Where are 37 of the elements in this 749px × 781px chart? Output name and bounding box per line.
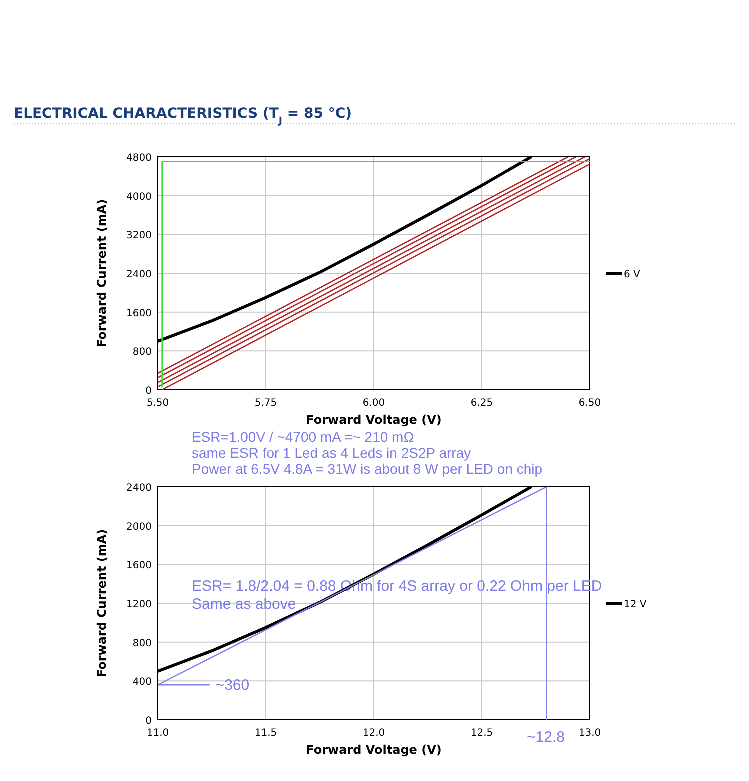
text: ~12.8 <box>527 729 565 746</box>
y-tick-label: 4000 <box>126 192 152 203</box>
text: same ESR for 1 Led as 4 Leds in 2S2P array <box>192 445 472 461</box>
text: ESR=1.00V / ~4700 mA =~ 210 mΩ <box>192 429 414 445</box>
y-tick-label: 1200 <box>126 600 152 610</box>
x-tick-label: 5.75 <box>254 398 278 409</box>
x-tick-label: 11.0 <box>146 728 170 739</box>
x-tick-label: 12.0 <box>362 728 386 739</box>
y-tick-label: 0 <box>146 386 152 397</box>
y-tick-label: 4800 <box>126 153 152 164</box>
y-tick-label: 400 <box>132 677 152 688</box>
x-axis-title: Forward Voltage (V) <box>306 743 442 757</box>
x-tick-label: 6.00 <box>362 398 386 409</box>
legend-label: 12 V <box>624 600 647 610</box>
y-axis-title: Forward Current (mA) <box>95 199 109 348</box>
y-tick-label: 3200 <box>126 230 152 242</box>
x-tick-label: 11.5 <box>254 728 278 739</box>
y-tick-label: 800 <box>132 347 152 358</box>
y-tick-label: 2400 <box>126 483 152 494</box>
chart-title: ELECTRICAL CHARACTERISTICS (T$_{J}$ = 85 °C) <box>14 106 352 126</box>
legend-label: 6 V <box>624 270 641 280</box>
y-axis-title: Forward Current (mA) <box>95 529 109 678</box>
x-tick-label: 6.25 <box>470 398 494 409</box>
y-tick-label: 0 <box>146 716 152 727</box>
y-tick-label: 1600 <box>126 560 152 572</box>
annotation: Same as above <box>192 596 296 613</box>
y-tick-label: 1600 <box>126 308 152 320</box>
x-tick-label: 13.0 <box>578 728 602 739</box>
x-tick-label: 5.50 <box>146 398 170 409</box>
y-tick-label: 2000 <box>126 522 152 533</box>
x-axis-title: Forward Voltage (V) <box>306 413 442 427</box>
y-tick-label: 2400 <box>126 270 152 280</box>
x-tick-label: 6.50 <box>578 398 602 409</box>
annotation: ~360 <box>216 677 250 694</box>
text: Power at 6.5V 4.8A = 31W is about 8 W per LED on chip <box>192 461 543 477</box>
y-tick-label: 800 <box>132 638 152 650</box>
x-tick-label: 12.5 <box>470 728 494 739</box>
